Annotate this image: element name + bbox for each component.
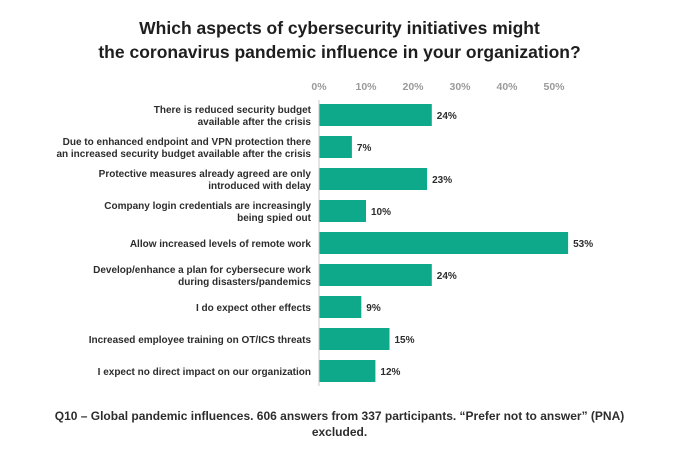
x-tick-label: 20%	[402, 81, 424, 93]
x-tick-label: 40%	[496, 81, 518, 93]
category-label: Develop/enhance a plan for cybersecure w…	[93, 265, 311, 288]
value-label: 15%	[395, 335, 415, 346]
bar	[319, 168, 428, 190]
category-label-line: Develop/enhance a plan for cybersecure w…	[93, 265, 311, 276]
category-label-line: introduced with delay	[208, 181, 311, 192]
bar	[319, 200, 366, 222]
category-label-line: during disasters/pandemics	[178, 277, 311, 288]
category-label: Company login credentials are increasing…	[104, 201, 311, 224]
chart-footnote: Q10 – Global pandemic influences. 606 an…	[0, 408, 679, 440]
bar	[319, 360, 376, 382]
category-label: Allow increased levels of remote work	[130, 239, 312, 250]
category-label-line: There is reduced security budget	[154, 105, 312, 116]
category-label-line: being spied out	[237, 213, 312, 224]
category-label-line: Allow increased levels of remote work	[130, 239, 312, 250]
value-label: 12%	[380, 367, 400, 378]
x-tick-label: 0%	[311, 81, 327, 93]
category-label-line: available after the crisis	[198, 117, 312, 128]
value-label: 53%	[573, 239, 593, 250]
value-label: 9%	[366, 303, 381, 314]
value-labels: 24% 7% 23% 10% 53% 24% 9% 15% 12%	[357, 111, 593, 378]
x-tick-label: 30%	[449, 81, 471, 93]
value-label: 24%	[437, 271, 457, 282]
bar	[319, 136, 352, 158]
value-label: 10%	[371, 207, 391, 218]
category-label-line: I expect no direct impact on our organiz…	[98, 367, 311, 378]
category-label: Increased employee training on OT/ICS th…	[89, 335, 312, 346]
chart-footnote-line-2: excluded.	[311, 425, 368, 439]
x-tick-label: 50%	[543, 81, 565, 93]
category-label: Due to enhanced endpoint and VPN protect…	[56, 137, 311, 160]
value-label: 24%	[437, 111, 457, 122]
bar	[319, 264, 432, 286]
category-labels: There is reduced security budget availabl…	[56, 105, 311, 378]
category-label: Protective measures already agreed are o…	[99, 169, 312, 192]
value-label: 23%	[432, 175, 452, 186]
category-label-line: an increased security budget available a…	[56, 149, 311, 160]
chart-footnote-line-1: Q10 – Global pandemic influences. 606 an…	[54, 409, 625, 423]
bar	[319, 328, 390, 350]
value-label: 7%	[357, 143, 372, 154]
category-label: There is reduced security budget availabl…	[154, 105, 312, 128]
bar	[319, 232, 569, 254]
category-label-line: I do expect other effects	[196, 303, 311, 314]
bars	[319, 104, 569, 382]
category-label-line: Due to enhanced endpoint and VPN protect…	[63, 137, 312, 148]
chart-title-line-2: the coronavirus pandemic influence in yo…	[98, 42, 581, 62]
chart-title: Which aspects of cybersecurity initiativ…	[0, 16, 679, 64]
bar	[319, 296, 362, 318]
category-label-line: Company login credentials are increasing…	[104, 201, 311, 212]
category-label-line: Increased employee training on OT/ICS th…	[89, 335, 312, 346]
category-label: I expect no direct impact on our organiz…	[98, 367, 311, 378]
x-axis-ticks: 0% 10% 20% 30% 40% 50%	[311, 81, 565, 93]
category-label-line: Protective measures already agreed are o…	[99, 169, 312, 180]
chart-title-line-1: Which aspects of cybersecurity initiativ…	[139, 18, 540, 38]
x-tick-label: 10%	[355, 81, 377, 93]
category-label: I do expect other effects	[196, 303, 311, 314]
bar	[319, 104, 432, 126]
